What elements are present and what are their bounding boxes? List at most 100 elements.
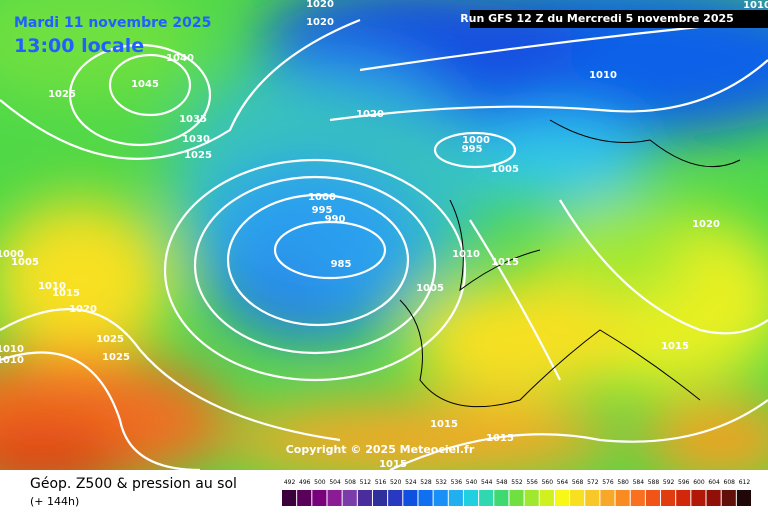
isobar-label: 1025 — [48, 89, 76, 100]
legend-label: 520 — [390, 479, 402, 486]
isobar-label: 1020 — [692, 219, 720, 230]
legend-label: 492 — [284, 479, 296, 486]
legend-swatch — [676, 490, 691, 506]
legend-label: 536 — [451, 479, 463, 486]
legend-label: 556 — [526, 479, 538, 486]
legend-label: 512 — [360, 479, 372, 486]
isobar-label: 1000 — [0, 249, 24, 260]
isobar-label: 1015 — [52, 288, 80, 299]
legend-label: 596 — [678, 479, 690, 486]
isobar-label: 1010 — [0, 344, 24, 355]
isobar-label: 1020 — [356, 109, 384, 120]
legend-swatch — [388, 490, 403, 506]
legend-label: 504 — [329, 479, 341, 486]
isobar-label: 1025 — [96, 334, 124, 345]
isobar-label: 1010 — [589, 70, 617, 81]
legend-label: 580 — [617, 479, 629, 486]
isobar-label: 990 — [325, 214, 346, 225]
legend-swatch — [630, 490, 645, 506]
legend-swatch — [661, 490, 676, 506]
run-text: Run GFS 12 Z du Mercredi 5 novembre 2025 — [460, 12, 734, 25]
isobar-label: 1010 — [38, 281, 66, 292]
legend-swatch — [297, 490, 312, 506]
legend-swatch — [479, 490, 494, 506]
legend-label: 592 — [663, 479, 675, 486]
legend-label: 560 — [542, 479, 554, 486]
isobar-label: 1035 — [179, 114, 207, 125]
legend-label: 584 — [633, 479, 645, 486]
legend-swatch — [570, 490, 585, 506]
isobar-labels: 1020 1020 1040 1045 1025 1035 1030 1025 1020 1000… — [0, 0, 720, 470]
corner-label: 1010 — [743, 0, 768, 11]
copyright: Copyright © 2025 Meteociel.fr — [286, 443, 475, 456]
legend-swatch — [600, 490, 615, 506]
legend-swatch — [509, 490, 524, 506]
footer-title: Géop. Z500 & pression au sol — [30, 476, 237, 492]
footer-subtitle: (+ 144h) — [30, 495, 79, 508]
legend-swatch — [448, 490, 463, 506]
legend-label: 500 — [314, 479, 326, 486]
legend-swatch — [585, 490, 600, 506]
isobar-label: 1015 — [661, 341, 689, 352]
date: Mardi 11 novembre 2025 — [14, 15, 211, 31]
legend-label: 576 — [602, 479, 614, 486]
legend-swatch — [524, 490, 539, 506]
legend-label: 564 — [557, 479, 569, 486]
time: 13:00 locale — [14, 35, 144, 57]
legend-swatch — [372, 490, 388, 506]
legend-label: 508 — [344, 479, 356, 486]
legend-swatch — [357, 490, 372, 506]
isobar-label: 985 — [331, 259, 352, 270]
legend-label: 572 — [587, 479, 599, 486]
isobar-label: 1020 — [69, 304, 97, 315]
isobar-label: 1015 — [430, 419, 458, 430]
legend-swatch — [721, 490, 736, 506]
legend-label: 544 — [481, 479, 493, 486]
legend-swatch — [433, 490, 448, 506]
legend-label: 540 — [466, 479, 478, 486]
isobar-label: 1005 — [11, 257, 39, 268]
legend-label: 568 — [572, 479, 584, 486]
legend-swatch — [736, 490, 751, 506]
isobar-label: 1015 — [379, 459, 407, 470]
legend-label: 524 — [405, 479, 417, 486]
legend-swatch — [403, 490, 418, 506]
legend-label: 612 — [739, 479, 751, 486]
legend-label: 548 — [496, 479, 508, 486]
legend-swatch — [706, 490, 721, 506]
isobar-label: 1010 — [0, 355, 24, 366]
isobar-label: 1045 — [131, 79, 159, 90]
isobar-label: 1000 — [308, 192, 336, 203]
legend-swatch — [282, 490, 297, 506]
legend-label: 600 — [693, 479, 705, 486]
legend-swatch — [645, 490, 661, 506]
isobar-label: 995 — [312, 205, 333, 216]
legend-swatch — [691, 490, 706, 506]
isobar-label: 1010 — [452, 249, 480, 260]
isobar-label: 1005 — [491, 164, 519, 175]
isobar-label: 1040 — [166, 53, 194, 64]
legend-label: 528 — [420, 479, 432, 486]
isobar-label: 1020 — [306, 17, 334, 28]
legend-swatch — [615, 490, 630, 506]
legend-label: 604 — [708, 479, 720, 486]
legend-label: 532 — [435, 479, 447, 486]
isobar-label: 1005 — [416, 283, 444, 294]
legend-label: 608 — [724, 479, 736, 486]
isobar-label: 1025 — [102, 352, 130, 363]
isobar-label: 1015 — [486, 433, 514, 444]
legend-swatch — [312, 490, 327, 506]
legend-label: 496 — [299, 479, 311, 486]
isobar-label: 1000 — [462, 135, 490, 146]
legend-swatch — [554, 490, 570, 506]
legend-swatch — [463, 490, 479, 506]
legend-swatch — [494, 490, 509, 506]
isobar-label: 1020 — [306, 0, 334, 10]
isobar-label: 995 — [462, 144, 483, 155]
legend-label: 588 — [648, 479, 660, 486]
isobar-label: 1030 — [182, 134, 210, 145]
legend-swatch — [418, 490, 433, 506]
run-box — [470, 10, 768, 28]
legend-label: 552 — [511, 479, 523, 486]
